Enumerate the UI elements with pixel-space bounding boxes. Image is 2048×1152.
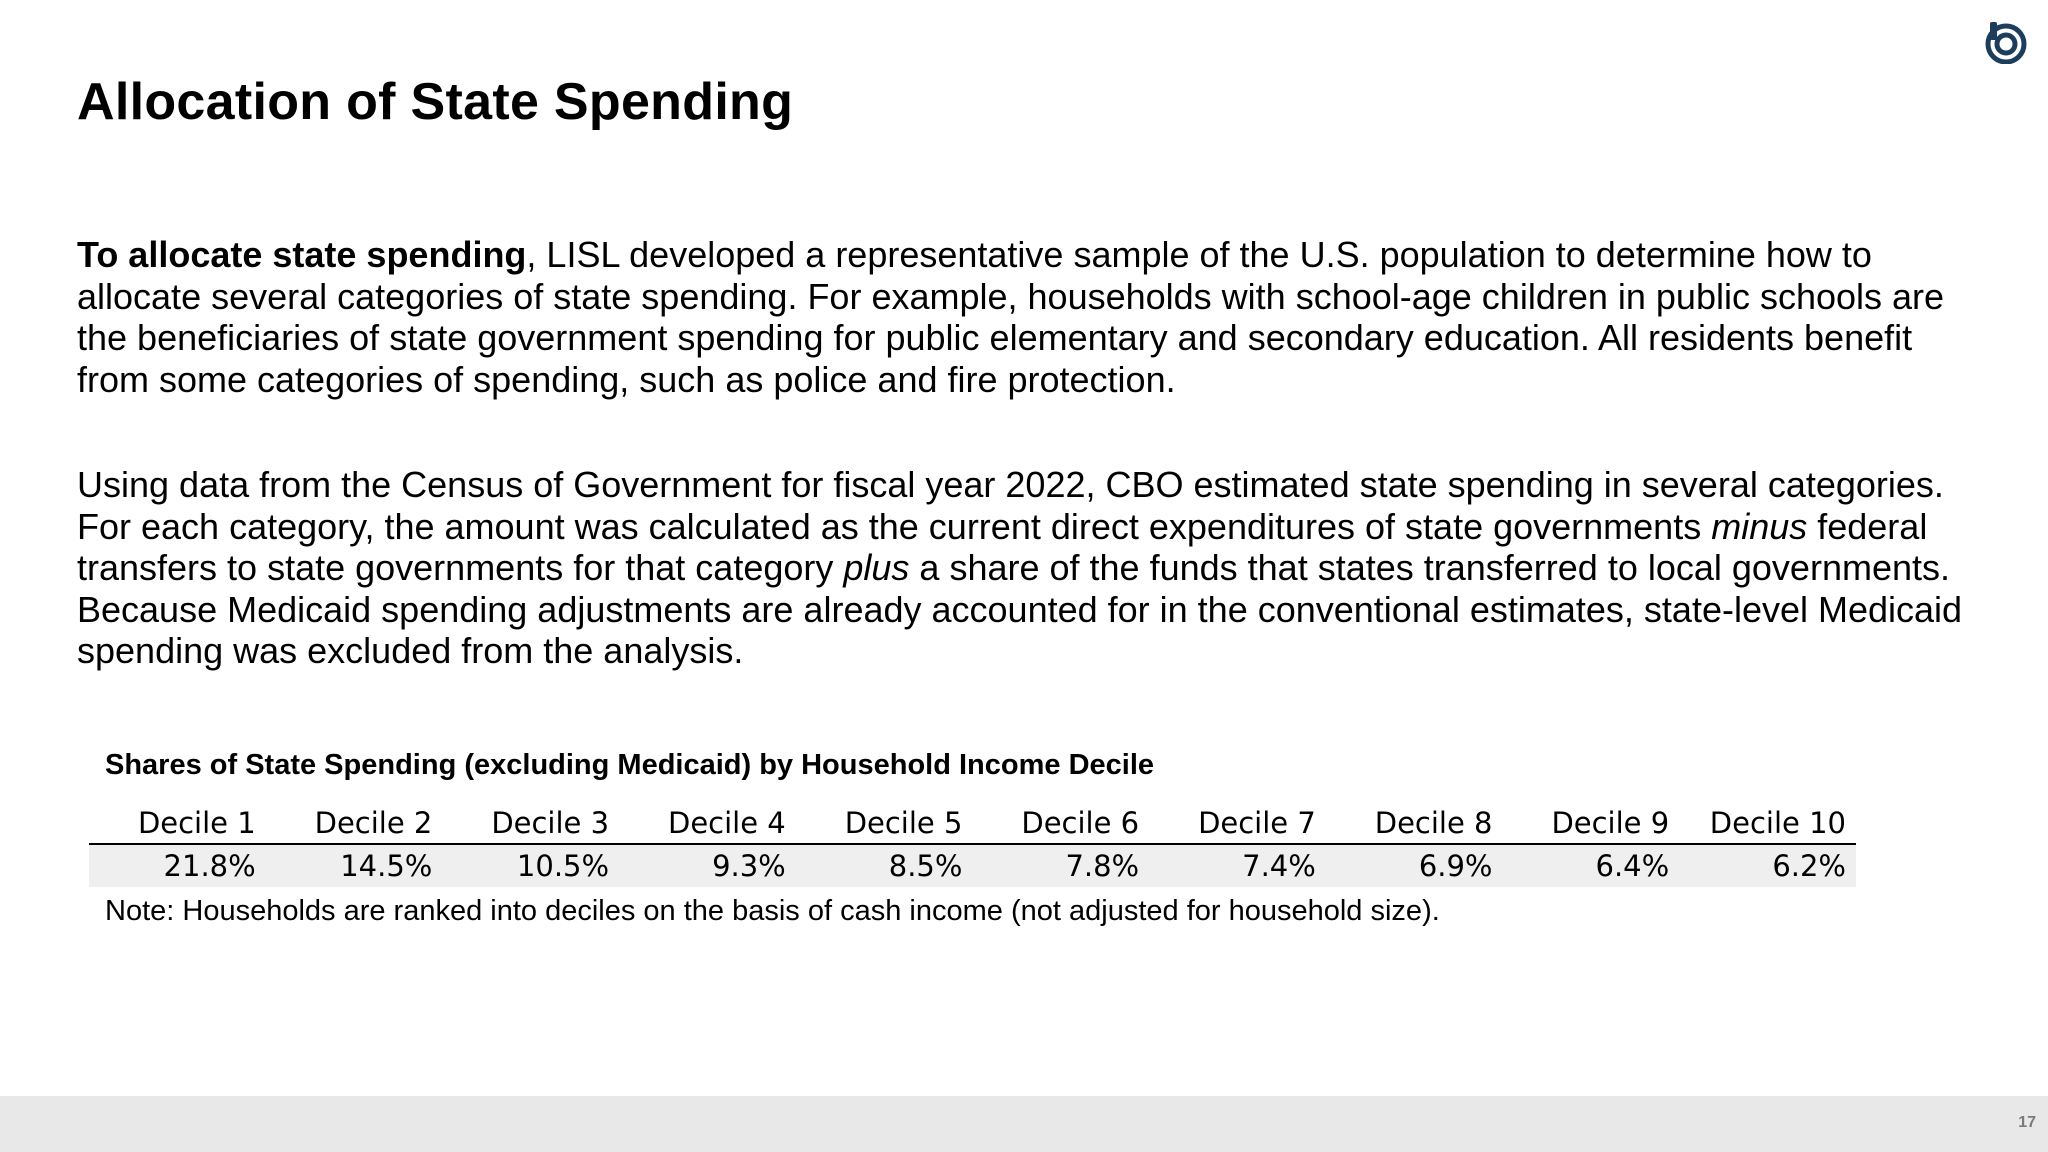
value-decile-6: 7.8% [972,844,1150,887]
value-decile-2: 14.5% [265,844,443,887]
paragraph-italic-plus: plus [843,547,910,589]
value-decile-1: 21.8% [89,844,266,887]
table-title: Shares of State Spending (excluding Medi… [105,749,1155,781]
header-decile-7: Decile 7 [1149,803,1326,845]
value-decile-3: 10.5% [442,844,620,887]
header-decile-6: Decile 6 [972,803,1150,845]
value-decile-10: 6.2% [1679,844,1856,887]
header-decile-4: Decile 4 [619,803,796,845]
paragraph-allocation-method: To allocate state spending, LISL develop… [77,234,1977,400]
footer-bar: 17 [0,1096,2048,1152]
value-decile-8: 6.9% [1325,844,1503,887]
decile-table: Decile 1 Decile 2 Decile 3 Decile 4 Deci… [89,803,1856,887]
value-decile-4: 9.3% [619,844,796,887]
paragraph-text-part2: federal transfers to state governments f… [77,505,1928,589]
page-number: 17 [2018,1114,2036,1131]
header-decile-9: Decile 9 [1502,803,1680,845]
table-row: 21.8% 14.5% 10.5% 9.3% 8.5% 7.8% 7.4% 6.… [89,844,1856,887]
value-decile-7: 7.4% [1149,844,1326,887]
paragraph-italic-minus: minus [1711,505,1808,547]
header-decile-8: Decile 8 [1325,803,1503,845]
paragraph-bold-lead: To allocate state spending [77,234,527,275]
paragraph-text: , LISL developed a representative sample… [77,234,1945,400]
paragraph-census-data: Using data from the Census of Government… [77,464,1977,672]
value-decile-9: 6.4% [1502,844,1680,887]
slide-title: Allocation of State Spending [77,73,794,131]
header-decile-2: Decile 2 [265,803,443,845]
logo-icon [1985,22,2027,64]
table-note: Note: Households are ranked into deciles… [105,895,1440,927]
header-decile-3: Decile 3 [442,803,620,845]
table-header-row: Decile 1 Decile 2 Decile 3 Decile 4 Deci… [89,803,1856,845]
value-decile-5: 8.5% [795,844,973,887]
header-decile-10: Decile 10 [1679,803,1856,845]
header-decile-5: Decile 5 [795,803,973,845]
paragraph-text-part1: Using data from the Census of Government… [77,464,1944,547]
header-decile-1: Decile 1 [89,803,266,845]
paragraph-text-part3: a share of the funds that states transfe… [77,547,1963,672]
